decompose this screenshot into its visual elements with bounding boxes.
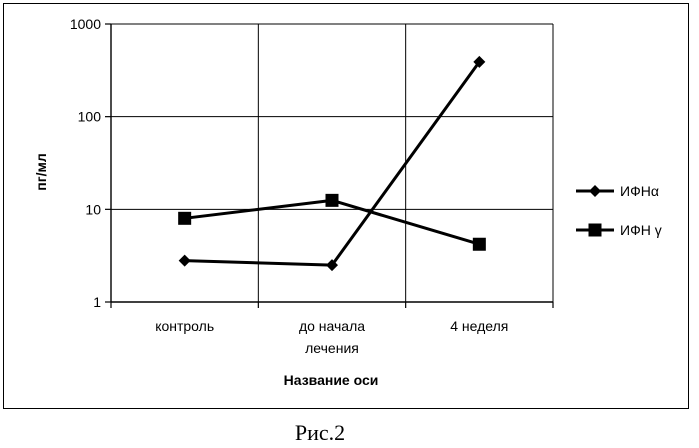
legend-marker-diamond [589,185,601,197]
data-point-square [178,212,191,225]
data-point-square [326,194,339,207]
series-layer [178,56,486,271]
line-chart: 1 10 100 1000 контроль до начала лечения 4 неде… [0,0,699,415]
legend-label: ИФНα [620,183,659,199]
y-tick-label: 1 [93,294,101,310]
x-tick-label: контроль [155,318,214,334]
y-tick-label: 100 [78,109,102,125]
legend-label: ИФН γ [620,222,662,238]
y-axis-title: пг/мл [33,153,49,190]
tick-labels: 1 10 100 1000 контроль до начала лечения 4 неде… [70,16,509,356]
data-point-square [473,238,486,251]
x-axis-title: Название оси [284,372,379,388]
y-tick-label: 1000 [70,16,101,32]
data-point-diamond [179,255,191,267]
y-tick-label: 10 [85,201,101,217]
series-1 [179,56,486,271]
series-line [185,200,480,244]
x-tick-label: лечения [305,340,359,356]
legend: ИФНα ИФН γ [576,183,662,238]
x-tick-label: до начала [299,318,365,334]
series-2 [178,194,486,251]
legend-marker-square [589,224,602,237]
figure-caption: Рис.2 [0,420,640,446]
x-tick-label: 4 неделя [450,318,508,334]
series-line [185,62,480,265]
